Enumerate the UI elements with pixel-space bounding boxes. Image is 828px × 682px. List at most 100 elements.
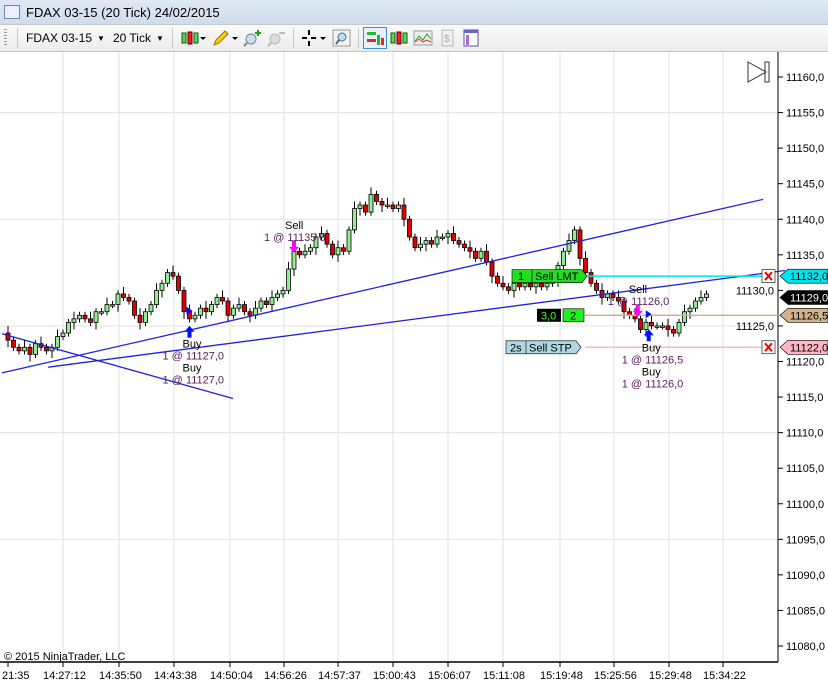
candle-down: [11, 339, 16, 348]
candle-up: [66, 321, 71, 334]
zoom-out-button[interactable]: [265, 27, 289, 49]
candle-up: [77, 314, 82, 320]
candle-down: [616, 297, 621, 302]
candle-down: [473, 250, 478, 259]
candlestick-style-button[interactable]: [177, 27, 209, 49]
candle-down: [44, 346, 49, 352]
trendline[interactable]: [48, 269, 786, 368]
copyright-text: © 2015 NinjaTrader, LLC: [4, 651, 126, 663]
candle-up: [275, 293, 280, 298]
x-tick-label: 15:25:56: [594, 670, 637, 682]
strategies-button[interactable]: $: [435, 27, 459, 49]
candle-up: [280, 289, 286, 295]
zoom-in-button[interactable]: [241, 27, 265, 49]
execution-label: Buy: [642, 366, 661, 378]
candle-up: [258, 300, 264, 309]
candle-up: [104, 304, 110, 313]
candle-up: [335, 247, 341, 256]
candle-up: [93, 311, 99, 323]
candle-down: [462, 243, 467, 249]
properties-icon: [463, 29, 479, 47]
candle-up: [346, 229, 352, 252]
instrument-dropdown[interactable]: FDAX 03-15 ▼: [22, 27, 109, 49]
candle-down: [121, 293, 126, 298]
trendline[interactable]: [1, 198, 764, 374]
indicators-button[interactable]: [411, 27, 435, 49]
candle-down: [341, 247, 346, 252]
position-quantity: 2: [570, 310, 576, 322]
candle-down: [242, 304, 247, 313]
separator: [171, 28, 173, 48]
execution-label: Sell: [629, 284, 647, 296]
position-qty-box: [562, 308, 585, 323]
properties-button[interactable]: [459, 27, 483, 49]
cancel-order-button[interactable]: [761, 340, 776, 355]
candle-up: [566, 240, 572, 252]
candle-up: [291, 250, 297, 270]
candle-down: [374, 193, 379, 202]
candle-down: [82, 314, 88, 320]
order-label-bg: [505, 340, 582, 355]
chart-trader-icon: [366, 32, 384, 45]
candle-up: [209, 304, 214, 313]
candle-down: [170, 272, 176, 277]
candle-up: [396, 204, 401, 209]
trendline[interactable]: [1, 333, 234, 400]
candle-up: [165, 272, 170, 284]
candle-up: [22, 346, 27, 352]
execution-label: Buy: [642, 342, 661, 354]
candle-down: [594, 282, 599, 291]
chevron-down-icon: ▼: [97, 33, 105, 43]
position[interactable]: 3,0 2 11126,5: [537, 307, 828, 323]
crosshair-icon: [301, 30, 326, 46]
interval-dropdown[interactable]: 20 Tick ▼: [109, 27, 168, 49]
buy-marker-icon: [645, 310, 652, 319]
execution-price: 1 @ 11127,0: [163, 351, 225, 363]
chevron-down-icon: ▼: [155, 33, 164, 43]
candle-up: [231, 307, 236, 316]
candle-up: [352, 208, 357, 231]
order-sell-lmt[interactable]: 1 Sell LMT 11132,0: [511, 268, 828, 284]
indicators-icon: [413, 30, 433, 46]
crosshair-button[interactable]: [298, 27, 330, 49]
draw-tool-button[interactable]: [209, 27, 241, 49]
y-tick-label: 11115,0: [786, 392, 823, 404]
separator: [357, 28, 359, 48]
candle-up: [368, 193, 374, 213]
search-zoom-button[interactable]: [330, 27, 354, 49]
candle-up: [445, 233, 451, 238]
x-tick-label: 15:29:48: [649, 670, 692, 682]
trendlines[interactable]: [1, 198, 786, 400]
toolbar-grip[interactable]: [4, 29, 7, 47]
candle-up: [192, 314, 198, 320]
order-label-bg: [511, 269, 588, 283]
chart-trader-button[interactable]: [362, 27, 387, 49]
candle-down: [489, 261, 495, 277]
candle-up: [544, 282, 550, 288]
candle-up: [319, 233, 324, 238]
bar-chart-icon: [390, 31, 408, 45]
y-tick-label: 11105,0: [786, 463, 824, 475]
y-tick-label: 11080,0: [786, 641, 825, 653]
execution-price: 1 @ 11126,0: [608, 296, 670, 308]
x-tick-label: 15:06:07: [428, 670, 471, 682]
search-zoom-icon: [332, 29, 351, 47]
price-chart[interactable]: 11160,0 11155,0 11150,0 11145,0 11140,0 11135…: [0, 52, 828, 682]
strategies-icon: $: [441, 29, 454, 47]
window-title: FDAX 03-15 (20 Tick) 24/02/2015: [26, 4, 220, 20]
candle-up: [660, 325, 665, 328]
candle-up: [159, 282, 165, 291]
order-sell-stp[interactable]: 2s Sell STP 11122,0: [505, 339, 828, 355]
candle-up: [385, 204, 390, 207]
orders: 1 Sell LMT 11132,0 2s Sell STP 11122,0 3,0 2 111…: [505, 268, 828, 355]
execution-label: Sell: [285, 220, 303, 232]
bar-chart-button[interactable]: [387, 27, 411, 49]
candle-down: [610, 293, 616, 298]
cancel-order-button[interactable]: [761, 269, 776, 283]
interval-label: 20 Tick: [112, 31, 151, 45]
candle-down: [412, 236, 418, 249]
candles: [5, 187, 709, 362]
y-tick-label: 11160,0: [786, 72, 824, 84]
scroll-to-end-button[interactable]: [747, 61, 770, 83]
sell-arrow-icon: [289, 240, 299, 253]
